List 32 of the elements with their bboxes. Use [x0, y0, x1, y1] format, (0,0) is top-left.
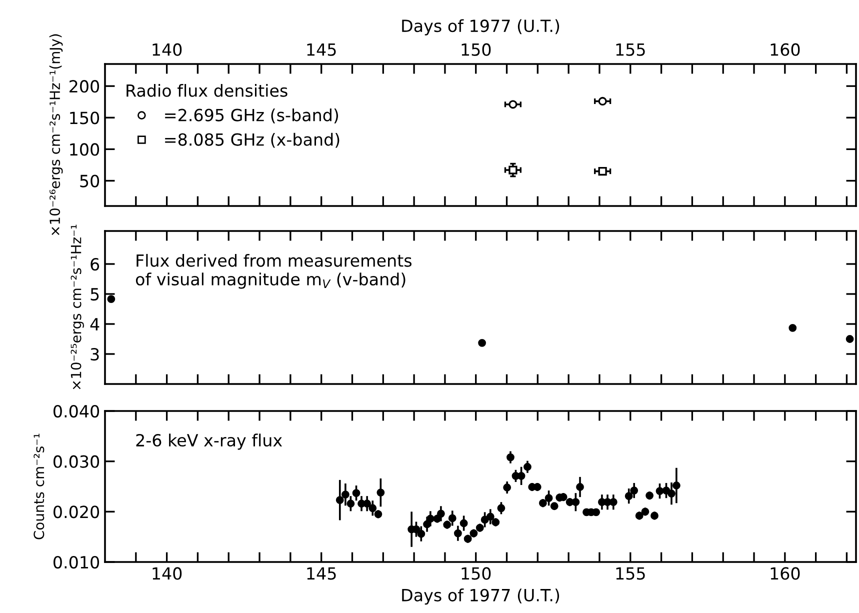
y-axis-title: ×10⁻²⁶ergs cm⁻²s⁻¹Hz⁻¹(mJy) — [49, 34, 63, 235]
legend-title: Radio flux densities — [126, 84, 288, 97]
y-tick-label: 0.010 — [54, 556, 100, 569]
x-tick-label: 145 — [307, 567, 336, 580]
y-tick-label: 3 — [90, 348, 99, 361]
y-tick-label: 150 — [70, 112, 100, 124]
y-tick-label: 6 — [90, 258, 100, 271]
legend-label: =2.695 GHz (s-band) — [165, 108, 338, 124]
x2-axis-title: Days of 1977 (U.T.) — [402, 19, 560, 36]
x2-tick-label: 140 — [152, 43, 182, 56]
y-tick-label: 100 — [70, 143, 100, 156]
x-tick-label: 150 — [462, 567, 491, 580]
x-tick-label: 160 — [770, 567, 800, 580]
x2-tick-label: 145 — [307, 44, 336, 56]
x2-tick-label: 150 — [462, 43, 491, 56]
y-axis-title: Counts cm⁻²s⁻¹ — [34, 434, 44, 540]
y-tick-label: 50 — [80, 174, 100, 188]
annotation: 2-6 keV x-ray flux — [136, 434, 282, 450]
y-tick-label: 0.030 — [54, 455, 100, 468]
x-axis-title: Days of 1977 (U.T.) — [402, 588, 560, 605]
y-axis-title: ×10⁻²⁵ergs cm⁻²s⁻¹Hz⁻¹ — [70, 224, 84, 390]
y-tick-label: 4 — [90, 318, 100, 330]
x2-tick-label: 160 — [770, 43, 800, 56]
x2-tick-label: 155 — [616, 44, 645, 56]
x-tick-label: 140 — [152, 567, 182, 580]
y-tick-label: 200 — [70, 80, 100, 93]
x-tick-label: 155 — [616, 567, 645, 580]
y-tick-label: 0.040 — [54, 404, 100, 418]
y-tick-label: 5 — [90, 288, 99, 301]
y-tick-label: 0.020 — [54, 506, 100, 518]
legend-label: =8.085 GHz (x-band) — [165, 132, 340, 148]
annotation: Flux derived from measurements of visual magnitude m$_{V}$ (v-band) — [136, 254, 412, 289]
